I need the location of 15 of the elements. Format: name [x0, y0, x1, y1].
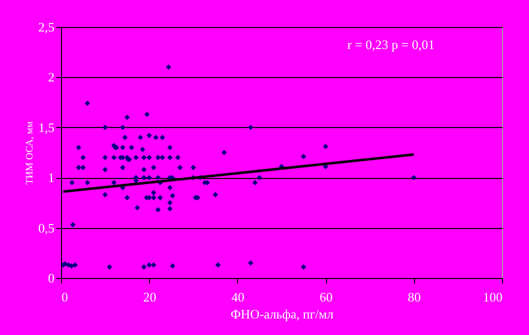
- x-tick-label: 100: [483, 290, 502, 304]
- y-tick-label: 1: [48, 170, 54, 186]
- x-tick-label: 40: [231, 290, 244, 304]
- x-tick-label: 0: [62, 290, 68, 304]
- y-tick-label: 1,5: [38, 120, 54, 135]
- x-tick-label: 60: [320, 290, 333, 304]
- y-tick-label: 2,5: [38, 20, 54, 34]
- x-tick-label: 20: [143, 290, 156, 304]
- y-tick-label: 2: [48, 70, 54, 85]
- x-axis-title: ФНО-альфа, пг/мл: [230, 306, 334, 322]
- x-tick-label: 80: [408, 290, 421, 304]
- annotation: r = 0,23 p = 0,01: [347, 37, 435, 52]
- y-tick-label: 0: [48, 270, 54, 286]
- y-tick-label: 0,5: [38, 220, 54, 236]
- y-axis-title: ТИМ ОСА, мм: [24, 120, 36, 185]
